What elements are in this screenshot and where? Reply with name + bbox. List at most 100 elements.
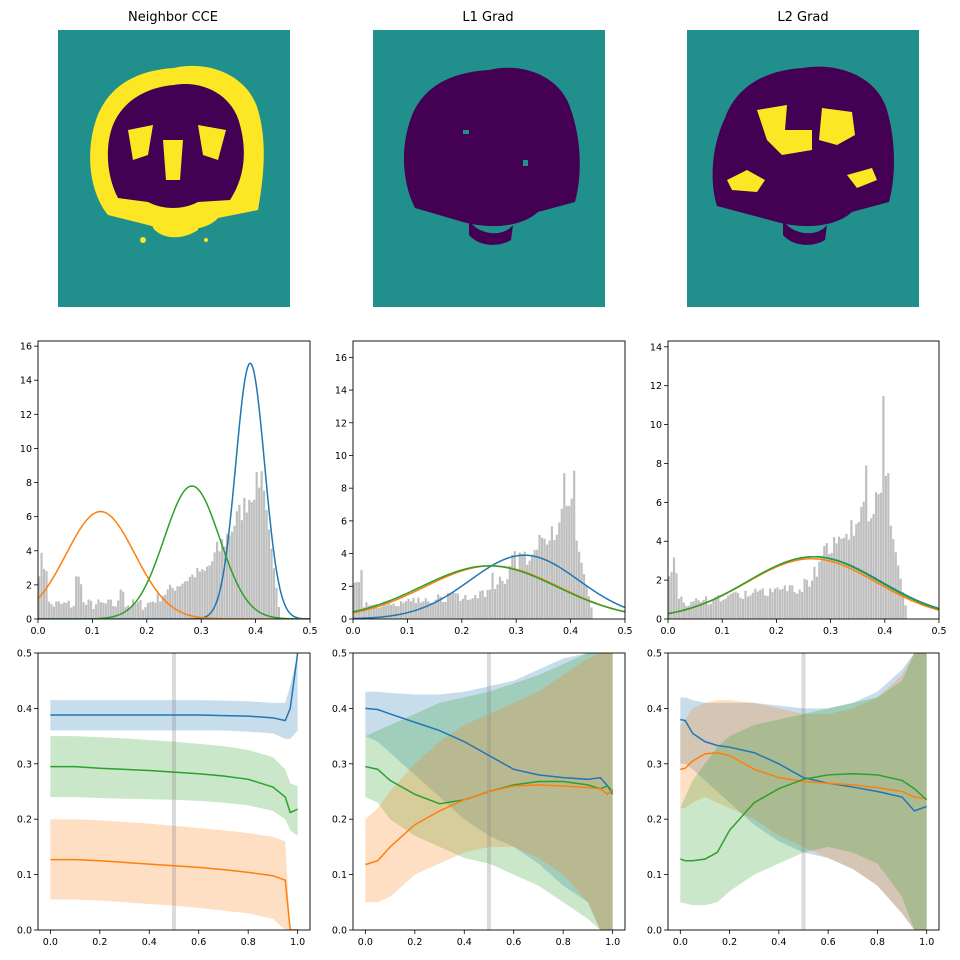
histogram-bar — [511, 554, 514, 619]
histogram-bar — [169, 584, 172, 619]
y-tick-label: 0.0 — [647, 926, 662, 937]
histogram-bar — [690, 601, 693, 619]
histogram-bar — [198, 571, 201, 619]
histogram-bar — [672, 557, 676, 619]
segmentation-image-l2-grad — [687, 30, 919, 307]
axes-frame — [352, 340, 626, 620]
histogram-bar — [744, 590, 747, 619]
chart-panel-5: 0.0 0.2 0.4 0.6 0.8 1.0 0.0 0.1 0.2 0.3 0.4 0.5 — [647, 649, 940, 948]
histogram-bar — [265, 510, 268, 619]
histogram-bar — [815, 576, 818, 619]
histogram-bar — [489, 589, 492, 619]
histogram-bar — [248, 499, 251, 619]
histogram-bar — [481, 590, 484, 619]
histogram-bar — [751, 592, 754, 619]
histogram-bar — [759, 589, 762, 619]
histogram-bar — [375, 604, 378, 619]
x-tick-label: 1.0 — [605, 937, 620, 948]
histogram-bar — [434, 599, 437, 619]
histogram-bar — [560, 508, 563, 619]
histogram-bar — [692, 601, 695, 619]
histogram-bar — [820, 555, 823, 619]
histogram-bar — [176, 586, 179, 619]
histogram-bar — [884, 475, 887, 619]
histogram-bar — [117, 600, 120, 619]
histogram-bar — [382, 601, 385, 619]
histogram-bar — [124, 606, 127, 619]
histogram-bar — [498, 576, 502, 619]
histogram-bar — [687, 605, 690, 619]
histogram-bar — [464, 594, 467, 619]
histogram-bar — [84, 604, 88, 619]
histogram-bar — [585, 585, 588, 619]
y-tick-label: 0.1 — [332, 870, 347, 881]
histogram-bar — [835, 543, 838, 619]
histogram-bar — [749, 595, 752, 619]
x-tick-label: 0.2 — [722, 937, 737, 948]
histogram-bar — [783, 585, 786, 619]
histogram-bar — [887, 473, 890, 619]
histogram-bar — [521, 554, 524, 619]
histogram-bar — [409, 601, 413, 619]
histogram-bar — [97, 599, 100, 619]
histogram-bar — [776, 587, 779, 619]
histogram-bar — [471, 598, 474, 619]
histogram-bar — [429, 602, 432, 619]
histogram-bar — [89, 600, 93, 619]
histogram-bar — [568, 505, 571, 619]
histogram-bar — [154, 602, 157, 619]
histogram-bar — [719, 601, 722, 619]
histogram-bar — [442, 602, 445, 619]
histogram-bar — [469, 599, 472, 619]
histogram-bar — [42, 568, 46, 619]
histogram-bar — [516, 570, 519, 619]
confidence-band-blue — [50, 653, 298, 739]
histogram-bar — [805, 579, 809, 619]
confidence-band-green — [680, 653, 927, 930]
x-tick-label: 0.6 — [191, 937, 206, 948]
axes-frame — [667, 652, 940, 931]
histogram-bar — [208, 565, 211, 619]
histogram-bar — [55, 601, 58, 619]
y-tick-label: 14 — [335, 386, 347, 397]
histogram-bar — [223, 546, 226, 619]
histogram-bar — [508, 565, 511, 619]
histogram-bar — [233, 525, 236, 619]
chart-panel-2: 0.0 0.1 0.2 0.3 0.4 0.5 0 2 4 6 8 10 12 14 — [650, 340, 947, 637]
histogram-bar — [174, 590, 177, 619]
histogram-bar — [218, 551, 221, 619]
histogram-bar — [847, 539, 851, 619]
histogram-bar — [862, 501, 865, 619]
histogram-bar — [798, 589, 801, 619]
y-tick-label: 8 — [26, 478, 32, 489]
axes-frame — [352, 652, 626, 931]
histogram-bar — [216, 541, 219, 619]
histogram-bar — [136, 601, 140, 619]
histogram-bar — [193, 577, 196, 619]
histogram-bar — [712, 599, 715, 619]
column-title-l2-grad: L2 Grad — [777, 10, 829, 25]
histogram-bar — [432, 602, 435, 619]
histogram-bar — [156, 592, 159, 619]
y-tick-label: 14 — [20, 376, 32, 387]
histogram-bar — [397, 606, 400, 619]
histogram-bar — [830, 552, 833, 619]
histogram-bar — [680, 596, 683, 619]
histogram-bar — [99, 602, 102, 619]
chart-panel-3: 0.0 0.2 0.4 0.6 0.8 1.0 0.0 0.1 0.2 0.3 0.4 0.5 — [17, 649, 311, 948]
histogram-bar — [149, 602, 152, 619]
x-tick-label: 0.0 — [358, 937, 373, 948]
histogram-bar — [801, 592, 804, 619]
histogram-bar — [109, 599, 112, 619]
histogram-bar — [587, 596, 591, 619]
histogram-bar — [380, 606, 383, 619]
y-tick-label: 6 — [656, 498, 662, 509]
x-tick-label: 0.2 — [139, 626, 154, 637]
y-tick-label: 2 — [341, 582, 347, 593]
histogram-bar — [102, 602, 105, 619]
histogram-bar — [825, 543, 828, 619]
y-tick-label: 0.0 — [17, 926, 32, 937]
y-tick-label: 10 — [20, 444, 32, 455]
histogram-bar — [493, 589, 497, 619]
